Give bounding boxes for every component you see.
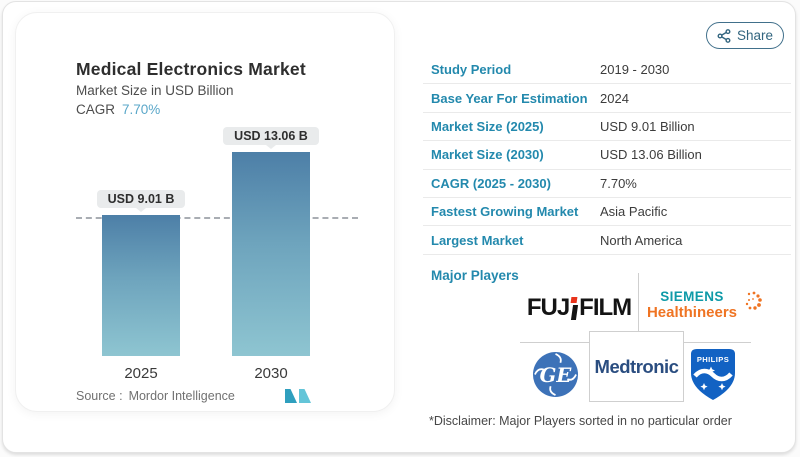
mordor-intelligence-logo-icon <box>285 389 311 403</box>
cagr-row: CAGR 7.70% <box>76 102 160 117</box>
bar-2025 <box>102 215 180 356</box>
row-label: Market Size (2025) <box>431 118 544 134</box>
table-row: Market Size (2025) USD 9.01 Billion <box>423 113 791 142</box>
table-row: CAGR (2025 - 2030) 7.70% <box>423 170 791 198</box>
siemens-wordmark: SIEMENS <box>660 289 724 304</box>
row-value: 2019 - 2030 <box>600 62 670 78</box>
table-row: Base Year For Estimation 2024 <box>423 84 791 113</box>
source-row: Source : Mordor Intelligence <box>76 389 235 403</box>
divider <box>684 342 751 343</box>
row-label: Largest Market <box>431 232 524 248</box>
row-label: Study Period <box>431 62 512 78</box>
philips-wordmark: PHILIPS <box>697 355 729 364</box>
table-row: Fastest Growing Market Asia Pacific <box>423 198 791 227</box>
row-value: Asia Pacific <box>600 204 668 220</box>
medtronic-logo: Medtronic <box>589 331 684 402</box>
fujifilm-logo: FUJ FILM <box>520 294 638 322</box>
healthineers-wordmark: Healthineers <box>646 303 738 321</box>
row-label: Base Year For Estimation <box>431 90 588 106</box>
major-players-heading: Major Players <box>431 268 519 283</box>
disclaimer-text: *Disclaimer: Major Players sorted in no … <box>429 414 732 428</box>
cagr-label: CAGR <box>76 102 116 117</box>
cagr-value: 7.70% <box>122 102 161 117</box>
bar-group-2030: USD 13.06 B <box>223 127 319 356</box>
fujifilm-text: FUJ <box>526 294 570 321</box>
axis-label-2030: 2030 <box>254 365 288 382</box>
divider <box>638 273 639 342</box>
row-value: USD 13.06 Billion <box>600 147 702 163</box>
row-value: North America <box>600 232 683 248</box>
chart-title: Medical Electronics Market <box>76 59 306 79</box>
siemens-dot-swirl-icon <box>745 291 762 310</box>
row-label: Market Size (2030) <box>431 147 544 163</box>
table-row: Market Size (2030) USD 13.06 Billion <box>423 141 791 170</box>
table-row: Largest Market North America <box>423 226 791 255</box>
fujifilm-text: FILM <box>579 294 632 321</box>
row-value: USD 9.01 Billion <box>600 118 695 134</box>
row-value: 7.70% <box>600 175 637 191</box>
chart-subtitle: Market Size in USD Billion <box>76 83 234 98</box>
share-icon <box>717 28 731 43</box>
fujifilm-i-mark-icon <box>570 296 578 320</box>
bar-group-2025: USD 9.01 B <box>96 190 186 356</box>
reference-dashed-line <box>76 217 358 219</box>
axis-label-2025: 2025 <box>124 365 158 382</box>
medtronic-wordmark: Medtronic <box>594 355 679 377</box>
source-label: Source : <box>76 389 123 403</box>
table-row: Study Period 2019 - 2030 <box>423 56 791 85</box>
chart-card: Medical Electronics Market Market Size i… <box>15 12 395 412</box>
share-button[interactable]: Share <box>706 22 784 49</box>
value-label-2025: USD 9.01 B <box>96 190 186 208</box>
row-label: Fastest Growing Market <box>431 204 579 220</box>
row-label: CAGR (2025 - 2030) <box>431 175 551 191</box>
philips-logo: PHILIPS <box>691 349 735 400</box>
siemens-healthineers-logo: SIEMENS Healthineers <box>640 289 744 321</box>
ge-monogram: GE <box>540 364 573 387</box>
ge-logo: GE <box>532 351 579 398</box>
facts-table: Study Period 2019 - 2030 Base Year For E… <box>423 56 791 255</box>
value-label-2030: USD 13.06 B <box>223 127 319 145</box>
row-value: 2024 <box>600 90 629 106</box>
divider <box>520 342 589 343</box>
share-label: Share <box>736 28 774 43</box>
source-value: Mordor Intelligence <box>128 389 235 403</box>
bar-2030 <box>232 152 310 356</box>
